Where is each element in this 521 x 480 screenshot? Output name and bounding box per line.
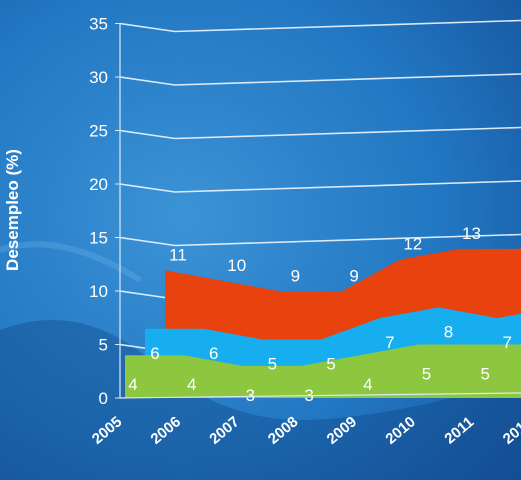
- x-tick-label: 2008: [265, 413, 301, 447]
- x-axis-line: [119, 392, 521, 399]
- y-tick-label: 10: [89, 282, 108, 301]
- data-label: 6: [209, 344, 218, 363]
- x-tick-label: 2012: [500, 413, 521, 447]
- data-label: 11: [169, 245, 187, 264]
- gridline: [119, 233, 521, 247]
- y-tick-label: 20: [89, 175, 108, 194]
- data-label: 10: [227, 256, 246, 275]
- data-label: 6: [150, 344, 159, 363]
- gridline: [119, 73, 521, 86]
- gridline: [119, 180, 521, 193]
- data-label: 5: [268, 355, 277, 374]
- gridline: [119, 19, 521, 33]
- data-label: 5: [326, 355, 335, 374]
- data-label: 9: [291, 267, 300, 286]
- data-label: 5: [422, 365, 431, 384]
- data-label: 7: [385, 333, 394, 352]
- y-tick-label: 15: [89, 229, 108, 248]
- data-label: 4: [187, 375, 196, 394]
- x-tick-label: 2010: [382, 413, 418, 447]
- green-series-area: [125, 344, 521, 398]
- gridline: [119, 126, 521, 140]
- data-label: 3: [246, 386, 255, 405]
- x-tick-label: 2011: [441, 414, 477, 448]
- data-label: 8: [444, 322, 453, 341]
- data-label: 4: [363, 375, 372, 394]
- data-label: 12: [403, 235, 422, 254]
- y-tick-label: 25: [89, 122, 108, 141]
- x-tick-label: 2009: [324, 413, 360, 447]
- y-tick-label: 5: [99, 336, 108, 355]
- y-axis-title: Desempleo (%): [3, 149, 22, 271]
- x-tick-label: 2007: [206, 413, 242, 447]
- y-tick-label: 30: [89, 68, 108, 87]
- data-label: 4: [128, 375, 137, 394]
- data-label: 7: [502, 333, 511, 352]
- y-tick-label: 35: [89, 15, 108, 34]
- x-tick-label: 2006: [148, 413, 184, 447]
- y-tick-label: 0: [99, 389, 108, 408]
- data-label: 13: [462, 224, 481, 243]
- x-tick-label: 2005: [89, 413, 125, 447]
- data-label: 5: [480, 365, 489, 384]
- data-label: 9: [349, 267, 358, 286]
